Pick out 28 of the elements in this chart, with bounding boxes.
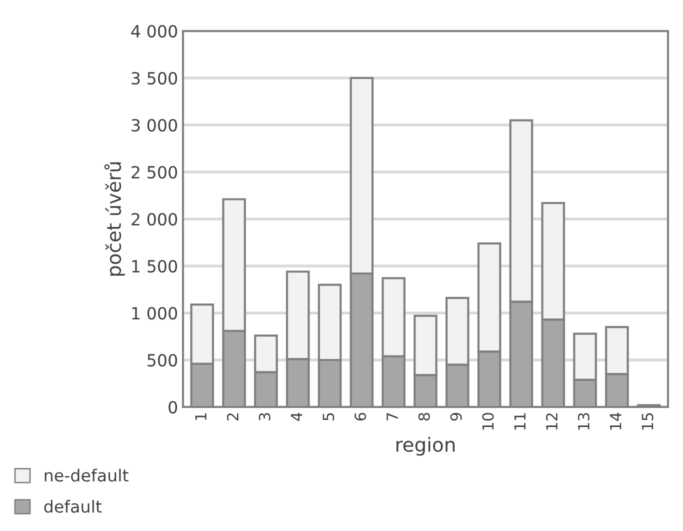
y-tick-label: 2 500 (132, 166, 178, 179)
y-tick-label: 1 500 (132, 260, 178, 273)
x-tick-label: 10 (482, 412, 494, 430)
x-tick-label: 11 (514, 413, 526, 430)
x-tick-label: 14 (610, 412, 622, 430)
x-tick-label: 6 (354, 412, 366, 421)
y-tick-label: 500 (148, 354, 178, 367)
x-tick-label: 2 (226, 413, 238, 420)
y-tick-label: 1 000 (132, 306, 178, 320)
y-axis-title: počet úvěrů (104, 162, 125, 276)
y-tick-label: 3 500 (132, 72, 178, 85)
x-axis-title: region (396, 436, 455, 456)
x-tick-label: 8 (418, 412, 430, 421)
legend-label: ne-default (44, 468, 128, 482)
y-tick-label: 0 (168, 400, 178, 414)
x-tick-label: 5 (322, 413, 334, 420)
x-tick-label: 1 (195, 413, 206, 420)
x-tick-label: 9 (450, 412, 462, 421)
x-tick-label: 12 (546, 413, 558, 430)
x-tick-label: 7 (386, 413, 398, 420)
y-tick-label: 2 000 (132, 212, 178, 226)
x-tick-label: 3 (258, 413, 270, 420)
x-tick-label: 13 (578, 413, 590, 430)
y-tick-label: 3 000 (132, 118, 178, 132)
x-tick-label: 15 (642, 413, 654, 430)
y-tick-label: 4 000 (131, 24, 178, 38)
x-tick-label: 4 (290, 412, 302, 421)
legend-label: default (44, 500, 102, 513)
